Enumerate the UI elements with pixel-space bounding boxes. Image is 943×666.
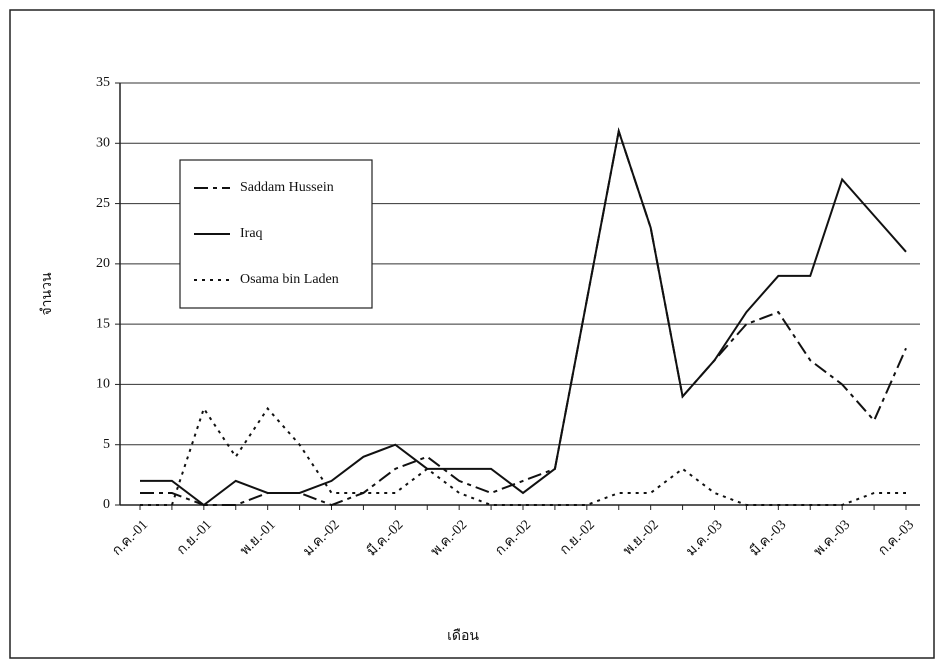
y-tick-label: 20	[96, 256, 110, 271]
x-axis-label: เดือน	[447, 628, 479, 644]
y-tick-label: 30	[96, 136, 110, 151]
y-tick-label: 35	[96, 75, 110, 90]
chart-frame	[9, 9, 935, 659]
legend-label: Osama bin Laden	[240, 272, 339, 287]
series-line	[140, 406, 906, 506]
legend-label: Iraq	[240, 226, 263, 241]
series-line	[140, 127, 907, 507]
y-tick-label: 5	[103, 437, 110, 452]
y-tick-label: 10	[96, 377, 110, 392]
y-axis-label: จำนวน	[40, 272, 55, 315]
legend: Saddam Hussein Iraq Osama bin Laden	[179, 159, 373, 309]
y-tick-label: 0	[103, 497, 110, 512]
y-tick-label: 15	[96, 316, 110, 331]
legend-label: Saddam Hussein	[240, 180, 334, 195]
y-tick-label: 25	[96, 196, 110, 211]
